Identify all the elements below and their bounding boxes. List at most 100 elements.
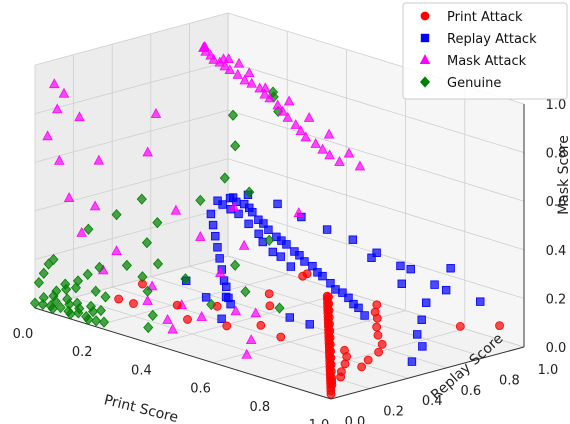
y-tick-label: 0.0 bbox=[345, 415, 366, 424]
data-point-diamond bbox=[274, 302, 285, 314]
data-point-circle bbox=[372, 300, 382, 310]
x-tick-label: 0.0 bbox=[13, 327, 34, 342]
data-point-circle bbox=[264, 289, 274, 299]
data-point-circle bbox=[495, 321, 504, 331]
data-point-diamond bbox=[100, 291, 111, 303]
data-point-square bbox=[206, 209, 216, 219]
data-point-diamond bbox=[43, 258, 54, 270]
data-point-triangle bbox=[51, 103, 63, 114]
data-point-square bbox=[441, 285, 451, 295]
data-point-triangle bbox=[93, 154, 105, 165]
legend-label: Print Attack bbox=[447, 10, 523, 25]
data-point-diamond bbox=[244, 186, 255, 198]
grid-line-x-floor bbox=[271, 328, 465, 382]
data-point-square bbox=[254, 229, 263, 239]
data-point-square bbox=[344, 293, 353, 303]
data-point-diamond bbox=[219, 172, 230, 184]
data-point-square bbox=[407, 357, 417, 366]
data-point-square bbox=[286, 262, 296, 271]
data-point-square bbox=[338, 288, 347, 297]
data-point-triangle bbox=[89, 200, 101, 211]
data-point-triangle bbox=[295, 125, 307, 136]
data-point-square bbox=[282, 240, 291, 249]
y-tick-label: 0.4 bbox=[422, 394, 443, 409]
data-point-diamond bbox=[152, 217, 163, 229]
data-point-diamond bbox=[83, 223, 94, 235]
data-point-square bbox=[259, 219, 268, 228]
tick-labels: 0.0 0.0 0.0 0.2 0.2 0.2 0.4 0.4 0.4 0.6 0.6 0.6 0.8 0… bbox=[13, 98, 567, 424]
legend-marker-circle bbox=[420, 11, 430, 21]
data-point-square bbox=[218, 200, 227, 209]
data-point-square bbox=[417, 315, 426, 324]
legend-marker-diamond bbox=[419, 76, 431, 88]
grid-line-y-floor bbox=[150, 276, 447, 369]
data-point-triangle bbox=[238, 239, 250, 250]
data-point-diamond bbox=[94, 261, 105, 273]
legend-box bbox=[402, 2, 568, 100]
data-point-square bbox=[348, 235, 358, 244]
data-point-diamond bbox=[98, 316, 110, 328]
data-point-square bbox=[264, 225, 273, 234]
data-point-diamond bbox=[227, 109, 239, 121]
data-point-triangle bbox=[230, 305, 242, 316]
data-point-square bbox=[322, 225, 332, 234]
data-point-square bbox=[248, 207, 257, 217]
grid-lines bbox=[34, 12, 525, 400]
legend-marker-square bbox=[420, 33, 430, 43]
data-point-circle bbox=[172, 300, 182, 310]
data-point-circle bbox=[276, 332, 286, 342]
data-point-diamond bbox=[29, 297, 41, 309]
data-point-square bbox=[221, 292, 231, 302]
data-point-square bbox=[211, 231, 220, 241]
data-point-triangle bbox=[223, 53, 234, 64]
data-point-triangle bbox=[146, 280, 158, 291]
legend-label: Genuine bbox=[447, 76, 501, 91]
data-point-diamond bbox=[88, 306, 99, 318]
z-tick-label: 0.6 bbox=[546, 195, 567, 210]
data-point-triangle bbox=[324, 149, 335, 160]
data-point-square bbox=[305, 320, 314, 329]
data-point-circle bbox=[374, 347, 384, 357]
data-point-square bbox=[268, 247, 277, 257]
data-point-triangle bbox=[300, 131, 312, 142]
data-point-diamond bbox=[95, 304, 106, 317]
data-point-square bbox=[372, 248, 381, 257]
data-point-triangle bbox=[215, 267, 226, 277]
data-points bbox=[29, 41, 504, 399]
data-point-square bbox=[285, 313, 294, 322]
data-point-square bbox=[476, 297, 485, 306]
y-tick-label: 1.0 bbox=[538, 363, 559, 378]
data-point-triangle bbox=[142, 146, 153, 157]
data-point-triangle bbox=[219, 60, 231, 71]
data-point-circle bbox=[265, 301, 275, 311]
data-point-circle bbox=[363, 355, 373, 365]
data-point-circle bbox=[357, 362, 367, 372]
data-point-triangle bbox=[354, 160, 366, 171]
data-point-circle bbox=[340, 359, 350, 369]
data-point-triangle bbox=[214, 56, 226, 67]
data-point-square bbox=[244, 219, 253, 229]
data-point-square bbox=[217, 314, 226, 323]
data-point-square bbox=[331, 285, 340, 294]
z-axis-label: Mask Score bbox=[556, 135, 570, 215]
data-point-triangle bbox=[303, 112, 315, 122]
data-point-circle bbox=[129, 299, 138, 308]
data-point-circle bbox=[372, 313, 382, 323]
data-point-square bbox=[213, 243, 222, 252]
grid-line-y-floor bbox=[189, 266, 486, 358]
grid-line-y-floor bbox=[112, 286, 409, 379]
data-point-diamond bbox=[142, 285, 153, 297]
data-point-triangle bbox=[49, 78, 60, 89]
data-point-diamond bbox=[65, 308, 76, 320]
data-point-triangle bbox=[254, 82, 265, 93]
data-point-square bbox=[430, 280, 439, 289]
z-tick-label: 0.0 bbox=[546, 341, 567, 356]
data-point-square bbox=[276, 252, 285, 261]
data-point-circle bbox=[372, 322, 382, 332]
data-point-square bbox=[396, 261, 405, 271]
grid-line-x-floor bbox=[153, 292, 347, 345]
data-point-triangle bbox=[233, 57, 245, 68]
grid-line-x-floor bbox=[94, 273, 288, 327]
z-tick-label: 0.8 bbox=[546, 147, 567, 162]
